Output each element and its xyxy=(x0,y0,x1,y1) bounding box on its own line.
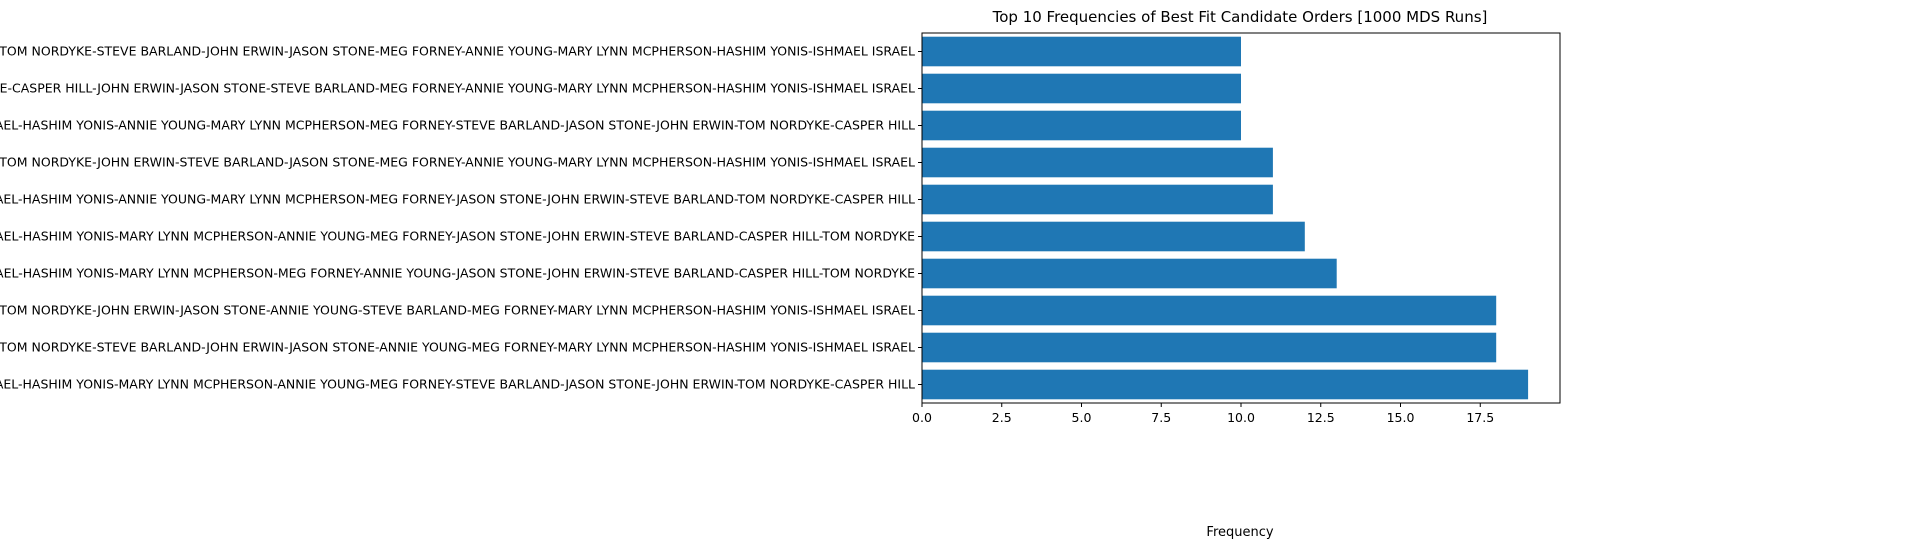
bar xyxy=(922,110,1241,141)
bar xyxy=(922,295,1497,326)
x-tick-label: 5.0 xyxy=(1072,410,1092,425)
x-tick-label: 7.5 xyxy=(1151,410,1171,425)
bar xyxy=(922,147,1273,178)
x-tick-label: 15.0 xyxy=(1387,410,1415,425)
x-tick-label: 2.5 xyxy=(992,410,1012,425)
y-tick-label: CASPER HILL-TOM NORDYKE-STEVE BARLAND-JO… xyxy=(0,44,915,59)
bar xyxy=(922,36,1241,67)
x-tick-label: 0.0 xyxy=(912,410,932,425)
y-tick-label: ISHMAEL ISRAEL-HASHIM YONIS-MARY LYNN MC… xyxy=(0,266,915,281)
y-tick-label: CASPER HILL-TOM NORDYKE-STEVE BARLAND-JO… xyxy=(0,340,915,355)
y-tick-label: ISHMAEL ISRAEL-HASHIM YONIS-MARY LYNN MC… xyxy=(0,229,915,244)
y-tick-labels: CASPER HILL-TOM NORDYKE-STEVE BARLAND-JO… xyxy=(0,44,922,392)
y-tick-label: CASPER HILL-TOM NORDYKE-JOHN ERWIN-JASON… xyxy=(0,303,915,318)
bar xyxy=(922,73,1241,104)
x-axis-ticks: 0.0 2.5 5.0 7.5 10.0 12.5 15.0 17.5 xyxy=(912,403,1494,425)
bars-group xyxy=(922,36,1529,400)
x-tick-label: 10.0 xyxy=(1227,410,1255,425)
bar xyxy=(922,332,1497,363)
y-tick-label: CASPER HILL-TOM NORDYKE-JOHN ERWIN-STEVE… xyxy=(0,155,915,170)
y-tick-label: ISHMAEL ISRAEL-HASHIM YONIS-MARY LYNN MC… xyxy=(0,377,915,392)
x-axis-label: Frequency xyxy=(1206,525,1273,540)
chart-title: Top 10 Frequencies of Best Fit Candidate… xyxy=(992,8,1488,26)
bar xyxy=(922,221,1305,252)
y-tick-label: TOM NORDYKE-CASPER HILL-JOHN ERWIN-JASON… xyxy=(0,81,915,96)
bar xyxy=(922,258,1337,289)
y-tick-label: ISHMAEL ISRAEL-HASHIM YONIS-ANNIE YOUNG-… xyxy=(0,192,915,207)
plot-frame xyxy=(921,32,1561,404)
bar xyxy=(922,184,1273,215)
x-tick-label: 17.5 xyxy=(1466,410,1494,425)
x-tick-label: 12.5 xyxy=(1307,410,1335,425)
y-tick-label: ISHMAEL ISRAEL-HASHIM YONIS-ANNIE YOUNG-… xyxy=(0,118,915,133)
bar xyxy=(922,369,1529,400)
